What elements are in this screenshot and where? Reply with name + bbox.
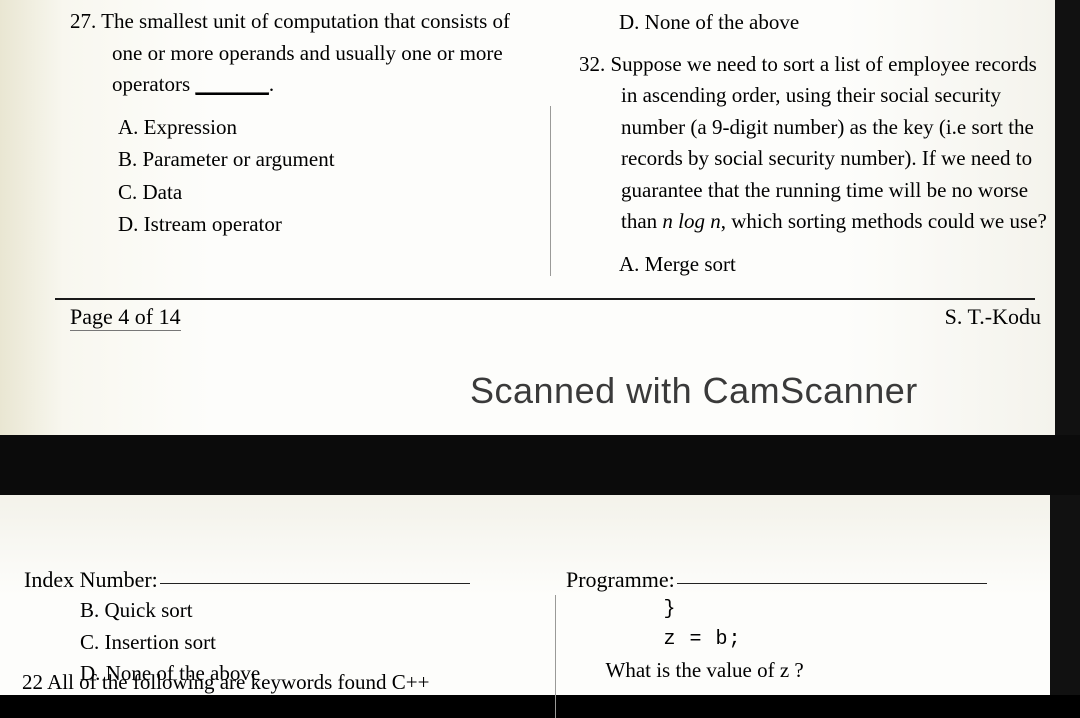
option-b: B. Parameter or argument xyxy=(118,143,538,176)
option-c: C. Data xyxy=(118,176,538,209)
programme-blank xyxy=(677,583,987,584)
column-left-bottom: B. Quick sort C. Insertion sort D. None … xyxy=(0,595,545,718)
blank-underline: _______ xyxy=(195,72,269,96)
cutoff-question-33: 22 All of the following are keywords fou… xyxy=(22,670,482,695)
index-number-blank xyxy=(160,583,470,584)
question-27-options: A. Expression B. Parameter or argument C… xyxy=(118,111,538,241)
question-stem-part-1: Suppose we need to sort a list of employ… xyxy=(611,52,1037,234)
page-number: Page 4 of 14 xyxy=(70,304,181,331)
index-number-label: Index Number: xyxy=(24,567,158,592)
question-32: 32. Suppose we need to sort a list of em… xyxy=(579,49,1047,238)
page-footer: Page 4 of 14 S. T.-Kodu xyxy=(0,300,1055,331)
question-32-options: A. Merge sort xyxy=(619,248,1047,281)
column-right: D. None of the above 32. Suppose we need… xyxy=(551,6,1055,280)
scanned-page-top: 27. The smallest unit of computation tha… xyxy=(0,0,1055,435)
option-d: D. None of the above xyxy=(619,6,1047,39)
question-27: 27. The smallest unit of computation tha… xyxy=(70,6,538,101)
two-column-layout: 27. The smallest unit of computation tha… xyxy=(0,0,1055,280)
index-number-field: Index Number: xyxy=(24,567,484,593)
question-stem-part-b: . xyxy=(269,72,274,96)
programme-field: Programme: xyxy=(484,567,1026,593)
scanned-page-bottom: Index Number: Programme: B. Quick sort C… xyxy=(0,495,1050,695)
option-a: A. Merge sort xyxy=(619,248,1047,281)
question-stem-part-2: , which sorting methods could we use? xyxy=(721,209,1047,233)
programme-label: Programme: xyxy=(566,567,675,592)
question-prompt: What is the value of z ? xyxy=(606,655,1051,687)
gap-between-scans xyxy=(0,435,1080,495)
question-31-option-d: D. None of the above xyxy=(619,6,1047,39)
option-b: B. Quick sort xyxy=(80,595,545,627)
column-divider-bottom xyxy=(555,595,556,718)
black-edge-right-top xyxy=(1055,0,1080,435)
footer-author: S. T.-Kodu xyxy=(945,304,1047,331)
italic-n-log-n: n log n xyxy=(662,209,720,233)
option-c: C. Insertion sort xyxy=(80,627,545,659)
column-left: 27. The smallest unit of computation tha… xyxy=(0,6,550,280)
black-edge-right-bottom xyxy=(1050,495,1080,695)
option-a: A. 5 xyxy=(646,687,1051,718)
two-column-layout-bottom: B. Quick sort C. Insertion sort D. None … xyxy=(0,593,1050,718)
header-row: Index Number: Programme: xyxy=(0,495,1050,593)
question-stem-part-a: The smallest unit of computation that co… xyxy=(101,9,510,96)
column-right-bottom: } z = b; What is the value of z ? A. 5 xyxy=(566,595,1051,718)
code-line-1: } xyxy=(664,595,1051,625)
option-a: A. Expression xyxy=(118,111,538,144)
question-number: 32. xyxy=(579,52,605,76)
code-line-2: z = b; xyxy=(664,625,1051,655)
question-number: 27. xyxy=(70,9,96,33)
option-d: D. Istream operator xyxy=(118,208,538,241)
camscanner-watermark: Scanned with CamScanner xyxy=(470,370,918,412)
